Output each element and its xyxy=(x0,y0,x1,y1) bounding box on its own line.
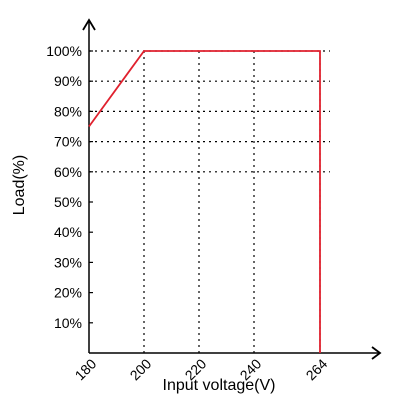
y-tick-label-90: 90% xyxy=(54,73,82,89)
y-tick-label-20: 20% xyxy=(54,285,82,301)
x-axis-arrow xyxy=(371,346,382,360)
x-tick-label-200: 200 xyxy=(127,355,155,383)
y-tick-label-70: 70% xyxy=(54,134,82,150)
y-tick-label-60: 60% xyxy=(54,164,82,180)
y-tick-label-50: 50% xyxy=(54,194,82,210)
grid-layer xyxy=(89,50,330,353)
series-layer xyxy=(88,50,321,354)
y-tick-label-30: 30% xyxy=(54,254,82,270)
y-tick-label-100: 100% xyxy=(46,43,82,59)
series-line-0 xyxy=(88,50,321,353)
y-tick-label-40: 40% xyxy=(54,224,82,240)
x-tick-label-180: 180 xyxy=(72,355,100,383)
x-tick-label-264: 264 xyxy=(303,355,331,383)
y-axis-arrow xyxy=(82,18,96,31)
axis-layer xyxy=(82,18,382,360)
y-tick-label-80: 80% xyxy=(54,103,82,119)
y-axis-label: Load(%) xyxy=(11,155,28,215)
x-axis-label: Input voltage(V) xyxy=(163,377,276,394)
y-tick-label-10: 10% xyxy=(54,315,82,331)
